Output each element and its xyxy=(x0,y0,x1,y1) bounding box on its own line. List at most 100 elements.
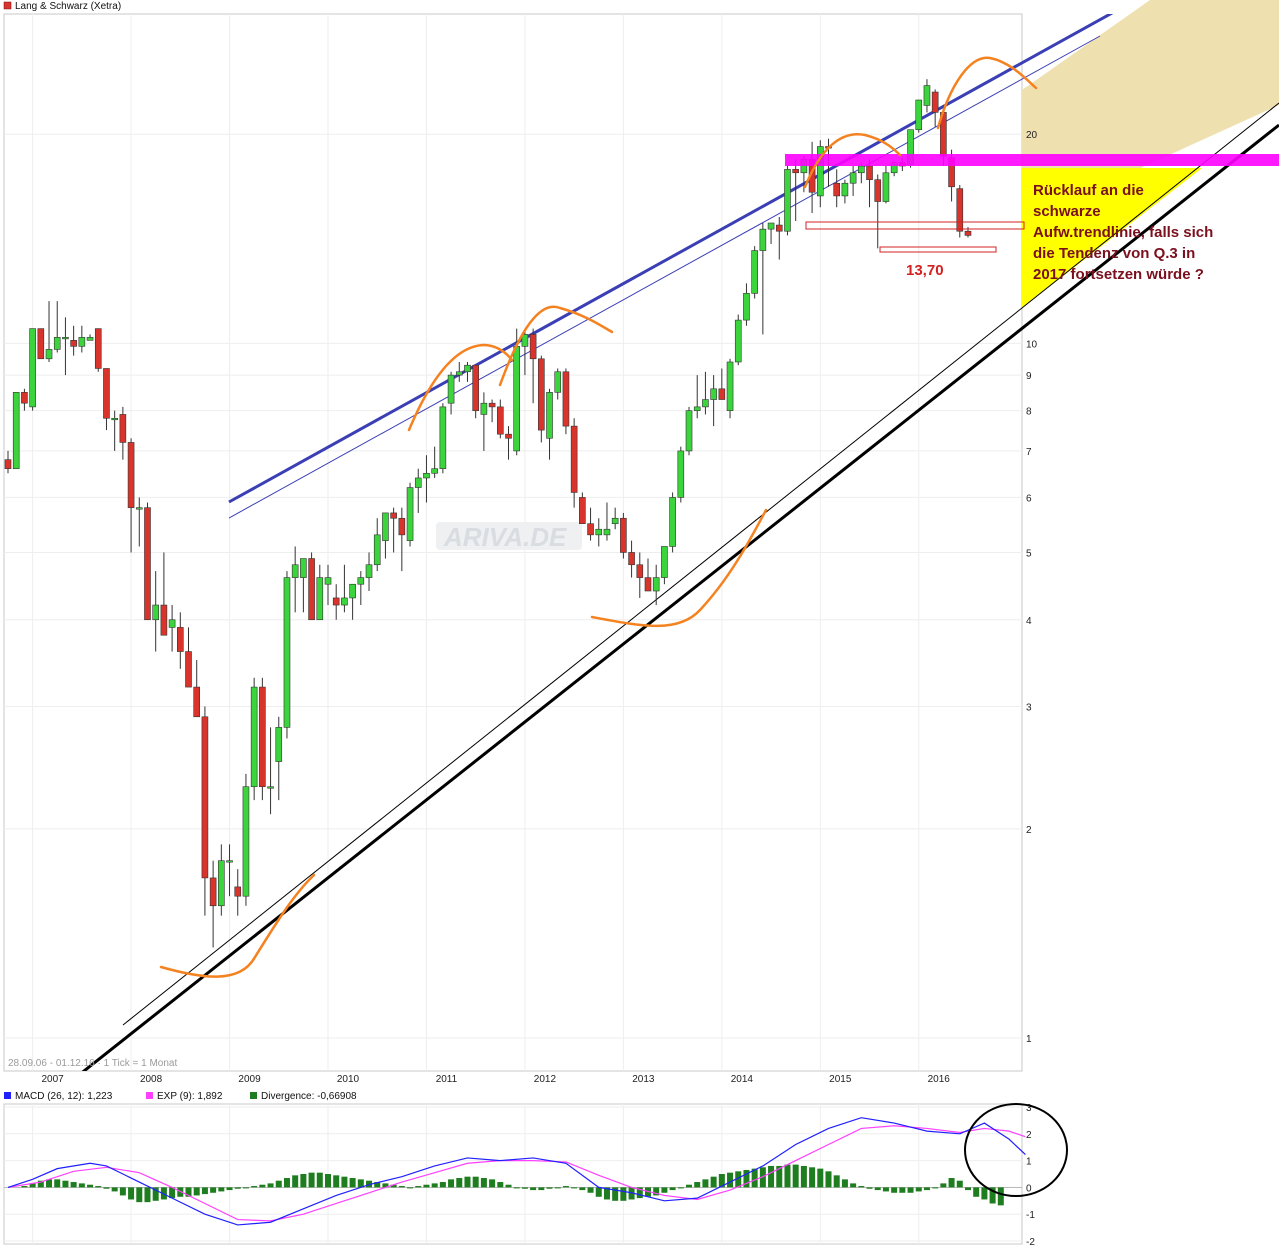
candle-body xyxy=(447,374,455,404)
candle xyxy=(661,546,668,585)
macd-grid xyxy=(4,1104,1022,1244)
candle xyxy=(587,507,594,541)
candle xyxy=(956,185,964,238)
divergence-bar xyxy=(95,1186,102,1188)
candle xyxy=(595,518,603,547)
divergence-bar xyxy=(119,1187,126,1196)
divergence-bars xyxy=(21,1164,1004,1206)
divergence-bar xyxy=(136,1187,143,1203)
candle-body xyxy=(398,517,406,536)
divergence-bar xyxy=(431,1183,438,1188)
macd-legend-label: MACD (26, 12): 1,223 xyxy=(15,1091,113,1102)
candle-body xyxy=(710,388,717,400)
candle-body xyxy=(406,487,414,541)
divergence-bar xyxy=(686,1184,693,1188)
candle xyxy=(275,716,283,801)
candle xyxy=(242,773,250,906)
divergence-bar xyxy=(128,1187,135,1200)
candle xyxy=(111,410,118,451)
candle-body xyxy=(308,558,315,621)
candle-body xyxy=(177,627,184,652)
divergence-bar xyxy=(595,1187,602,1197)
divergence-bar xyxy=(956,1180,963,1188)
orange-arc-2008 xyxy=(159,873,316,978)
divergence-bar xyxy=(981,1187,988,1200)
resistance-band xyxy=(785,154,1279,166)
divergence-bar xyxy=(653,1187,660,1196)
orange-arcs xyxy=(159,56,1038,978)
macd-y-tick-label: 1 xyxy=(1026,1157,1032,1168)
candle xyxy=(775,216,783,260)
annotation: Rücklauf an die schwarze Aufw.trendlinie… xyxy=(1033,182,1213,283)
candle xyxy=(127,438,135,553)
divergence-bar xyxy=(480,1178,487,1188)
y-tick-label: 10 xyxy=(1026,339,1038,350)
candle xyxy=(357,571,365,606)
candle-body xyxy=(283,577,291,728)
macd-panel-frame xyxy=(3,1103,1023,1245)
orange-arc-2016 xyxy=(936,56,1038,130)
candle-body xyxy=(332,597,340,606)
candle-body xyxy=(127,442,135,508)
divergence-bar xyxy=(874,1187,881,1191)
x-tick-label: 2011 xyxy=(436,1074,458,1085)
candle xyxy=(677,446,685,503)
candle-body xyxy=(316,577,324,621)
candle-body xyxy=(743,293,750,321)
candle xyxy=(423,455,430,503)
candle xyxy=(767,222,775,244)
candle-body xyxy=(201,716,209,879)
candle-body xyxy=(554,371,562,393)
divergence-bar xyxy=(530,1187,537,1191)
candle-body xyxy=(841,182,849,197)
range-label: 28.09.06 - 01.12.16 · 1 Tick = 1 Monat xyxy=(8,1058,177,1069)
candle-body xyxy=(382,512,389,541)
candle xyxy=(816,140,824,208)
x-tick-label: 2007 xyxy=(41,1074,64,1085)
divergence-bar xyxy=(718,1174,725,1188)
candle-body xyxy=(636,564,644,578)
macd-line xyxy=(7,1117,1026,1226)
candle xyxy=(382,512,389,559)
candle-body xyxy=(858,165,865,174)
candle-body xyxy=(193,686,201,718)
candle-body xyxy=(259,686,266,788)
divergence-bar xyxy=(603,1187,610,1200)
divergence-bar xyxy=(768,1165,775,1188)
divergence-bar xyxy=(111,1187,118,1192)
x-tick-label: 2009 xyxy=(238,1074,261,1085)
candle-body xyxy=(349,583,356,599)
x-tick-label: 2015 xyxy=(829,1074,852,1085)
divergence-bar xyxy=(300,1174,307,1188)
candle xyxy=(644,558,652,592)
divergence-bar xyxy=(882,1187,889,1192)
divergence-bar xyxy=(472,1176,479,1188)
candle xyxy=(620,512,627,559)
divergence-bar xyxy=(997,1187,1004,1206)
candle-body xyxy=(373,534,381,566)
candle-body xyxy=(833,182,841,197)
candle xyxy=(94,328,102,372)
divergence-bar xyxy=(710,1176,717,1188)
candle xyxy=(726,358,734,419)
candle xyxy=(874,174,882,249)
lower-trendline-thick xyxy=(81,123,1279,1071)
target-zone xyxy=(1022,0,1279,222)
divergence-bar xyxy=(751,1168,758,1188)
candle-body xyxy=(250,686,258,788)
candle xyxy=(37,328,45,360)
candle-body xyxy=(226,860,233,863)
divergence-bar xyxy=(792,1164,799,1188)
watermark-bg xyxy=(436,522,582,550)
candle-body xyxy=(390,512,397,519)
candle-body xyxy=(587,523,594,536)
candle-body xyxy=(816,146,824,197)
divergence-bar xyxy=(571,1187,578,1189)
candle-body xyxy=(300,558,307,578)
divergence-bar xyxy=(152,1187,159,1201)
divergence-bar xyxy=(759,1167,766,1188)
y-tick-label: 7 xyxy=(1026,447,1032,458)
candle xyxy=(718,368,726,400)
divergence-bar xyxy=(940,1183,947,1188)
divergence-bar xyxy=(87,1184,94,1188)
